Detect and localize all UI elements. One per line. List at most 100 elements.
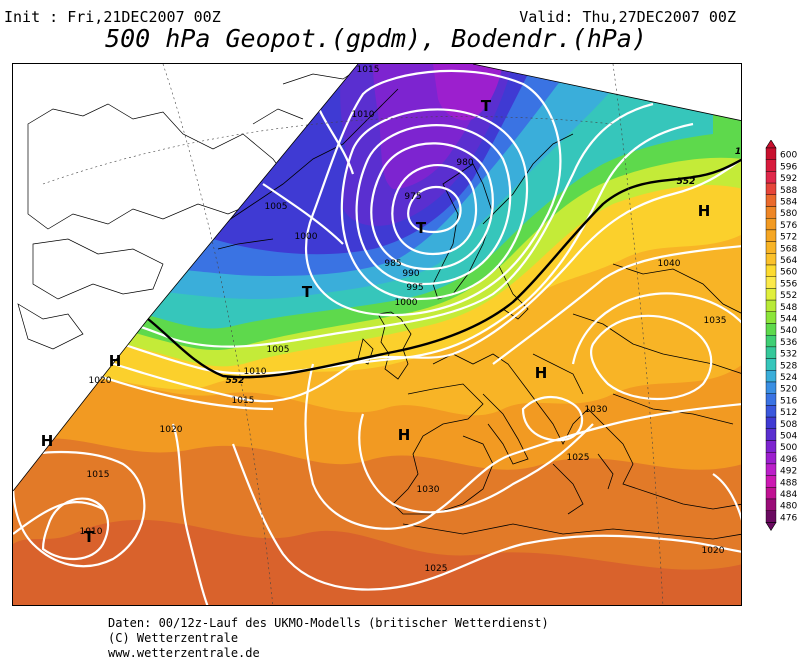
- legend-value: 560: [780, 268, 797, 278]
- legend-swatch: [765, 229, 777, 242]
- isobar-label: 995: [406, 283, 423, 293]
- legend-swatch: [765, 358, 777, 371]
- legend-swatch: [765, 487, 777, 500]
- isobar-label: 1020: [702, 546, 725, 556]
- legend-value: 568: [780, 244, 797, 254]
- contour-552: [147, 157, 741, 379]
- weather-map: 1015 1010 980 975 1005 1000 985 990 995 …: [12, 63, 742, 606]
- legend-swatch: [765, 159, 777, 172]
- legend-value: 484: [780, 490, 797, 500]
- isobar-label: 1020: [160, 425, 183, 435]
- isobar-label: 1030: [585, 405, 608, 415]
- legend-swatch: [765, 264, 777, 277]
- legend-swatch: [765, 147, 777, 160]
- legend-value: 572: [780, 233, 797, 243]
- legend-swatch: [765, 194, 777, 207]
- legend-value: 508: [780, 420, 797, 430]
- legend-swatch: [765, 346, 777, 359]
- low-pressure-marker: T: [481, 97, 492, 115]
- isobar-label: 1015: [357, 65, 380, 75]
- legend-value: 592: [780, 174, 797, 184]
- legend-swatch: [765, 440, 777, 453]
- legend-value: 596: [780, 162, 797, 172]
- legend-swatch: [765, 381, 777, 394]
- legend-bottom-arrow: [765, 522, 777, 531]
- isobar-label: 1015: [232, 396, 255, 406]
- legend-swatch: [765, 463, 777, 476]
- legend-swatch: [765, 171, 777, 184]
- high-pressure-marker: H: [535, 364, 548, 382]
- projection-edge: [13, 64, 359, 492]
- legend-swatch: [765, 323, 777, 336]
- isobar-label: 1000: [295, 232, 318, 242]
- isobars: [13, 69, 741, 605]
- isobar-label: 1040: [658, 259, 681, 269]
- legend-swatch: [765, 452, 777, 465]
- legend-swatch: [765, 405, 777, 418]
- legend-value: 480: [780, 502, 797, 512]
- isobar-label: 1015: [87, 470, 110, 480]
- legend-value: 520: [780, 385, 797, 395]
- isobar-label: 1005: [267, 345, 290, 355]
- low-pressure-marker: T: [84, 528, 95, 546]
- legend-swatch: [765, 299, 777, 313]
- legend-top-arrow: [765, 139, 777, 149]
- legend-swatch: [765, 475, 777, 488]
- legend-value: 536: [780, 338, 797, 348]
- website-link[interactable]: www.wetterzentrale.de: [108, 646, 260, 660]
- init-time-label: Init : Fri,21DEC2007 00Z: [4, 8, 221, 26]
- legend-value: 504: [780, 432, 797, 442]
- geopotential-labels: 552 552 1: [226, 147, 741, 386]
- legend-value: 516: [780, 396, 797, 406]
- valid-time-label: Valid: Thu,27DEC2007 00Z: [519, 8, 736, 26]
- low-pressure-marker: T: [416, 219, 427, 237]
- data-source-note: Daten: 00/12z-Lauf des UKMO-Modells (bri…: [108, 616, 549, 630]
- legend-value: 552: [780, 291, 797, 301]
- legend-swatch: [765, 393, 777, 406]
- isobar-label: 1010: [244, 367, 267, 377]
- legend-value: 600: [780, 151, 797, 161]
- graticule: [42, 64, 664, 605]
- legend-value: 500: [780, 443, 797, 453]
- legend-value: 540: [780, 326, 797, 336]
- isobar-label: 1005: [265, 202, 288, 212]
- legend-value: 576: [780, 221, 797, 231]
- map-title: 500 hPa Geopot.(gpdm), Bodendr.(hPa): [105, 24, 647, 53]
- legend-swatch: [765, 276, 777, 289]
- high-pressure-marker: H: [398, 426, 411, 444]
- isobar-label: 1030: [417, 485, 440, 495]
- coastlines: [217, 88, 741, 540]
- isobar-label: 990: [402, 269, 419, 279]
- legend-value: 512: [780, 408, 797, 418]
- isobar-label: 980: [456, 158, 473, 168]
- isobar-label: 1010: [80, 527, 103, 537]
- legend-swatch: [765, 182, 777, 195]
- isobar-label: 1025: [425, 564, 448, 574]
- legend-swatch: [765, 288, 777, 301]
- legend-swatch: [765, 334, 777, 348]
- isobar-label: 1025: [567, 453, 590, 463]
- legend-value: 588: [780, 186, 797, 196]
- legend-value: 528: [780, 361, 797, 371]
- isobar-label: 985: [384, 259, 401, 269]
- low-pressure-marker: T: [302, 283, 313, 301]
- legend-swatch: [765, 253, 777, 266]
- pressure-centers: T T T T H H H H H: [41, 97, 711, 546]
- contour-label: 552: [677, 177, 696, 187]
- contour-label: 552: [226, 376, 245, 386]
- legend-value: 544: [780, 315, 797, 325]
- legend-value: 532: [780, 350, 797, 360]
- legend-value: 488: [780, 478, 797, 488]
- legend-value: 524: [780, 373, 797, 383]
- pressure-labels: 1015 1010 980 975 1005 1000 985 990 995 …: [80, 65, 727, 574]
- copyright-note: (C) Wetterzentrale: [108, 631, 239, 645]
- legend-swatch: [765, 217, 777, 231]
- isobar-label: 1020: [89, 376, 112, 386]
- legend-swatch: [765, 498, 777, 511]
- legend-swatch: [765, 311, 777, 324]
- isobar-label: 975: [404, 192, 421, 202]
- legend-value: 564: [780, 256, 797, 266]
- legend-swatch: [765, 416, 777, 430]
- legend-value: 584: [780, 198, 797, 208]
- legend-value: 548: [780, 303, 797, 313]
